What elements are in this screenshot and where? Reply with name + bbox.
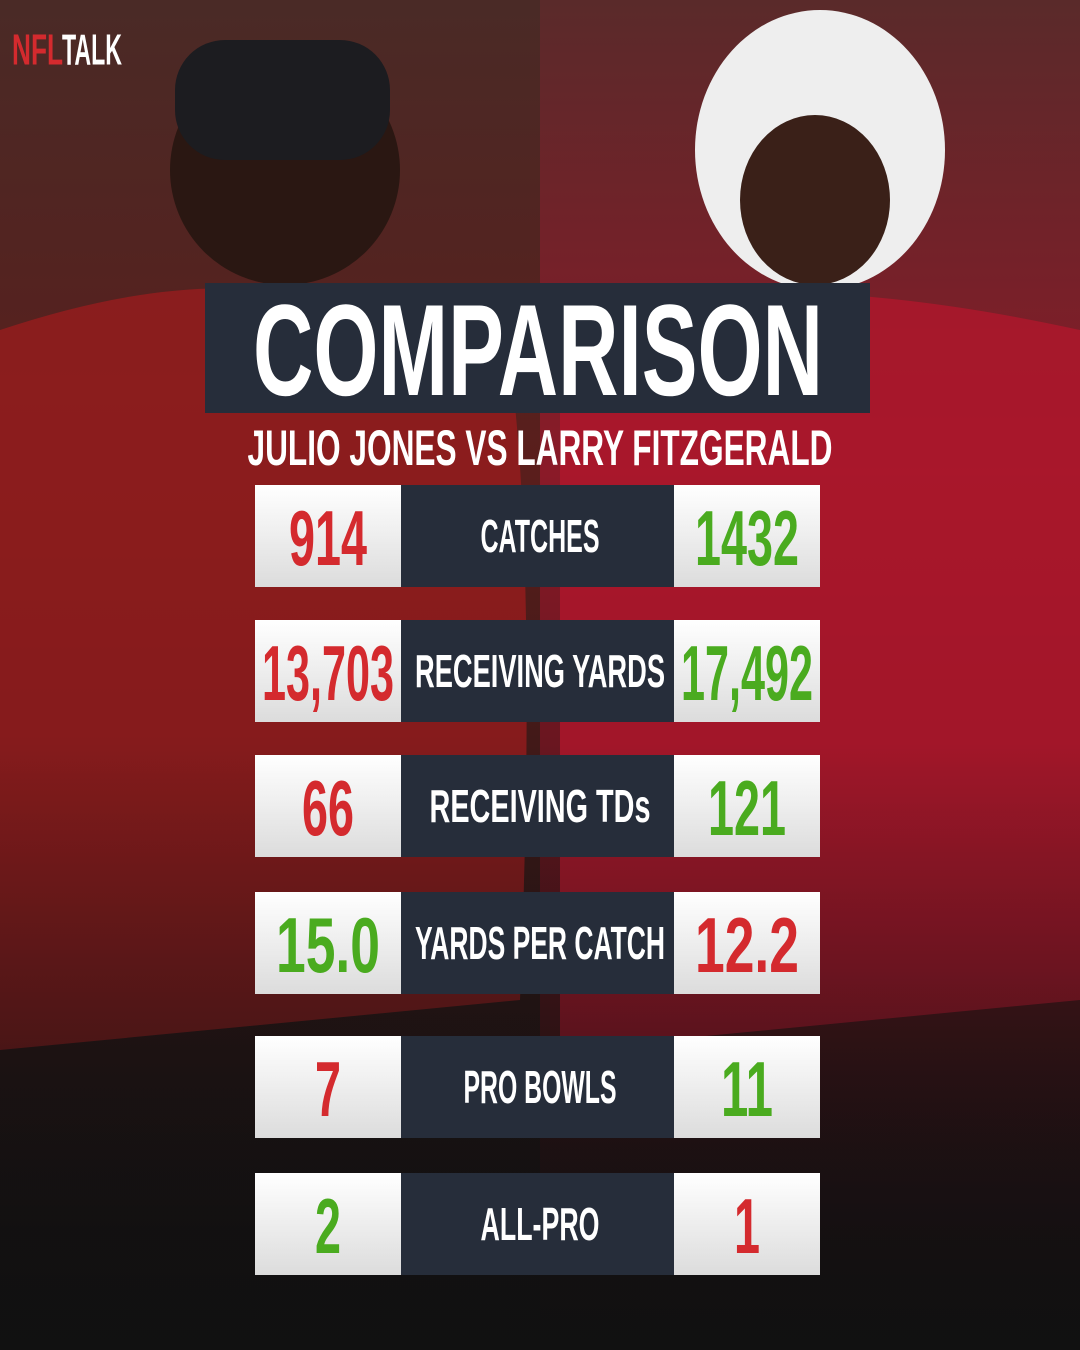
- label-cell: [401, 485, 674, 587]
- label-cell: [401, 755, 674, 857]
- left-cell: [255, 1036, 401, 1138]
- left-cell: [255, 892, 401, 994]
- brand-nfl: NFL: [12, 26, 63, 75]
- left-cell: [255, 620, 401, 722]
- right-cell: [674, 620, 820, 722]
- brand-talk: TALK: [62, 26, 122, 75]
- stat-label: RECEIVING TDs: [430, 780, 651, 832]
- stat-label: ALL-PRO: [481, 1198, 600, 1250]
- label-cell: [401, 892, 674, 994]
- stat-label: YARDS PER CATCH: [415, 917, 665, 969]
- subtitle: JULIO JONES VS LARRY FITZGERALD: [248, 420, 833, 476]
- left-value: 2: [315, 1182, 341, 1270]
- left-value: 13,703: [262, 629, 394, 717]
- right-value: 12.2: [695, 901, 799, 989]
- right-cell: [674, 755, 820, 857]
- title: COMPARISON: [253, 277, 823, 423]
- left-value: 15.0: [276, 901, 380, 989]
- right-value: 17,492: [681, 629, 813, 717]
- right-cell: [674, 1173, 820, 1275]
- label-cell: [401, 1173, 674, 1275]
- right-cell: [674, 892, 820, 994]
- stat-label: CATCHES: [481, 510, 600, 562]
- left-value: 7: [315, 1045, 341, 1133]
- label-cell: [401, 1036, 674, 1138]
- left-cell: [255, 1173, 401, 1275]
- right-value: 11: [721, 1045, 773, 1133]
- right-cell: [674, 1036, 820, 1138]
- right-value: 1432: [695, 494, 799, 582]
- right-value: 1: [734, 1182, 760, 1270]
- label-cell: [401, 620, 674, 722]
- left-value: 914: [289, 494, 367, 582]
- right-cell: [674, 485, 820, 587]
- stat-label: RECEIVING YARDS: [415, 645, 665, 697]
- left-value: 66: [302, 764, 354, 852]
- left-cell: [255, 755, 401, 857]
- title-box: [205, 283, 870, 413]
- stat-label: PRO BOWLS: [464, 1061, 617, 1113]
- left-cell: [255, 485, 401, 587]
- right-value: 121: [708, 764, 786, 852]
